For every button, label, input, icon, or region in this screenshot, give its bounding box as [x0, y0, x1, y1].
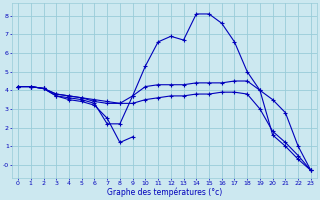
X-axis label: Graphe des températures (°c): Graphe des températures (°c) [107, 188, 222, 197]
